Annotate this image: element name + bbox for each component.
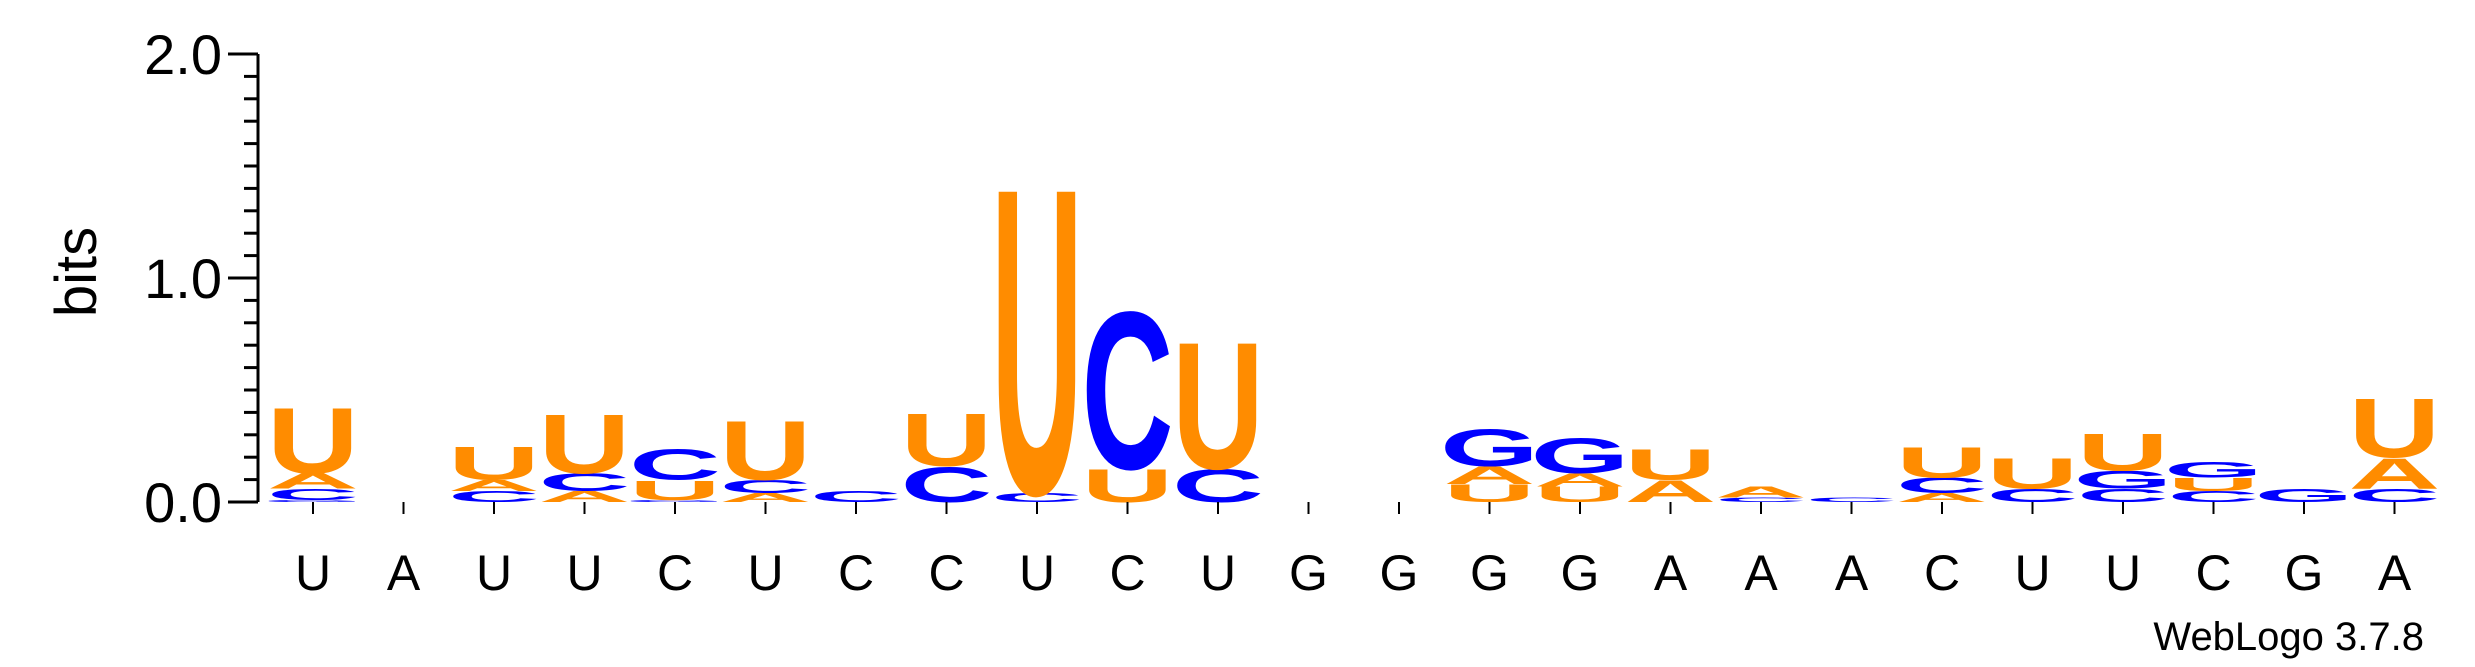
logo-stack-21: CGU <box>2074 423 2173 506</box>
x-tick-label: A <box>1744 545 1778 601</box>
x-tick-label: A <box>1835 545 1869 601</box>
y-axis-label: bits <box>44 227 109 317</box>
logo-glyph-c: C <box>991 491 1083 505</box>
logo-glyph-u: U <box>629 474 721 505</box>
logo-stack-11: CU <box>1172 305 1264 512</box>
logo-glyph-a: A <box>720 491 812 505</box>
logo-stack-17: CA <box>1715 484 1807 504</box>
x-tick-label: U <box>566 545 602 601</box>
logo-glyph-u: U <box>267 388 359 493</box>
logo-glyph-u: U <box>2168 474 2260 495</box>
x-tick-label: C <box>2195 545 2231 601</box>
logo-glyph-c: C <box>539 468 631 496</box>
logo-glyph-c: C <box>720 476 812 497</box>
y-tick-label: 0.0 <box>144 471 222 534</box>
x-tick-label: U <box>2014 545 2050 601</box>
logo-stack-10: UC <box>1082 264 1174 516</box>
logo-stack-6: ACU <box>720 403 812 505</box>
logo-glyph-c: C <box>1082 264 1174 516</box>
logo-glyph-a: A <box>267 469 359 493</box>
x-tick-label: A <box>1654 545 1688 601</box>
logo-glyph-c: C <box>1715 496 1807 503</box>
y-tick-label: 1.0 <box>144 247 222 310</box>
logo-glyph-g: G <box>2255 485 2354 506</box>
logo-glyph-g: G <box>2074 466 2173 494</box>
logo-stack-8: CU <box>901 399 993 513</box>
logo-glyph-c: C <box>810 488 902 505</box>
logo-glyph-g: G <box>625 499 724 502</box>
logo-glyph-g: G <box>1531 428 1630 484</box>
logo-glyph-u: U <box>2077 423 2169 482</box>
logo-stack-15: UAG <box>1531 428 1630 507</box>
logo-stack-5: GUC <box>625 440 724 505</box>
logo-glyph-g: G <box>1440 418 1539 477</box>
logo-glyph-u: U <box>1625 440 1717 489</box>
logo-stack-14: UAG <box>1440 418 1539 507</box>
logo-glyph-a: A <box>1444 462 1536 490</box>
logo-glyph-c: C <box>1896 473 1988 497</box>
logo-glyph-u: U <box>1896 438 1988 487</box>
logo-glyph-c: C <box>1806 496 1898 503</box>
logo-glyph-u: U <box>901 399 993 483</box>
x-tick-label: A <box>387 545 421 601</box>
x-tick-label: G <box>1380 545 1419 601</box>
logo-glyph-a: A <box>448 477 540 494</box>
x-tick-label: G <box>2285 545 2324 601</box>
logo-glyph-c: C <box>448 488 540 505</box>
x-tick-label: G <box>1289 545 1328 601</box>
y-tick-label: 2.0 <box>144 23 222 86</box>
logo-glyph-u: U <box>539 396 631 491</box>
x-tick-label: U <box>476 545 512 601</box>
x-tick-label: U <box>1019 545 1055 601</box>
logo-glyph-a: A <box>1896 491 1988 505</box>
logo-glyph-c: C <box>2077 485 2169 506</box>
logo-glyph-u: U <box>720 403 812 498</box>
logo-stack-3: CAU <box>448 438 540 506</box>
logo-glyph-c: C <box>2168 488 2260 505</box>
logo-stack-22: CUG <box>2164 458 2263 506</box>
x-tick-label: A <box>2378 545 2412 601</box>
x-tick-label: U <box>1200 545 1236 601</box>
logo-glyph-u: U <box>2349 381 2441 476</box>
x-tick-label: G <box>1470 545 1509 601</box>
x-tick-label: C <box>1109 545 1145 601</box>
x-tick-label: C <box>838 545 874 601</box>
x-tick-label: C <box>1924 545 1960 601</box>
logo-glyph-g: G <box>2164 458 2263 482</box>
logo-stack-19: ACU <box>1896 438 1988 505</box>
logo-stack-24: CAU <box>2349 381 2441 507</box>
logo-glyph-u: U <box>1987 449 2079 498</box>
logo-glyph-a: A <box>539 488 631 505</box>
logo-stack-20: CU <box>1987 449 2079 506</box>
logo-glyph-c: C <box>1987 485 2079 506</box>
logo-glyph-u: U <box>1172 305 1264 508</box>
logo-glyph-a: A <box>2349 449 2441 498</box>
x-tick-label: G <box>1561 545 1600 601</box>
x-tick-label: U <box>747 545 783 601</box>
logo-stack-23: G <box>2255 485 2354 506</box>
logo-glyph-a: A <box>1534 470 1626 491</box>
logo-stack-4: ACU <box>539 396 631 505</box>
logo-stack-16: AU <box>1625 440 1717 508</box>
y-axis: 0.0 1.0 2.0 <box>144 23 260 534</box>
logo-glyph-u: U <box>448 438 540 490</box>
logo-glyph-a: A <box>1715 484 1807 501</box>
x-tick-label: C <box>928 545 964 601</box>
logo-glyph-g: G <box>263 499 362 502</box>
x-tick-label: C <box>657 545 693 601</box>
weblogo-version-label: WebLogo 3.7.8 <box>2153 615 2424 659</box>
logo-glyph-c: C <box>629 440 721 489</box>
logo-stack-7: C <box>810 488 902 505</box>
logo-stack-18: C <box>1806 496 1898 503</box>
logo-glyph-c: C <box>2349 485 2441 506</box>
logo-glyph-c: C <box>267 486 359 503</box>
x-tick-label: U <box>2105 545 2141 601</box>
x-tick-label: U <box>295 545 331 601</box>
